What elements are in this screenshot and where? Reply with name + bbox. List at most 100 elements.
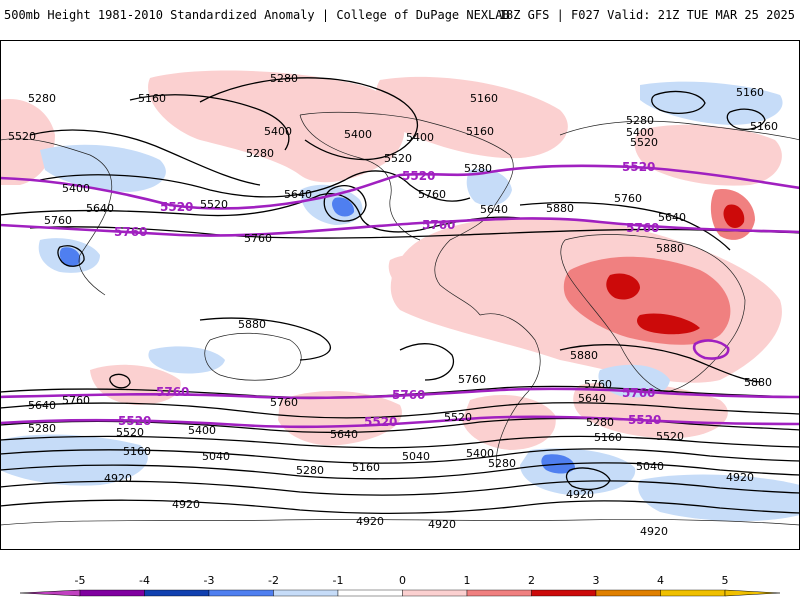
label-5760-highlight: 5760 [422, 218, 455, 232]
label-5280: 5280 [586, 416, 614, 429]
contour-5040-s [0, 480, 800, 496]
colorbar-ticks: -5 -4 -3 -2 -1 0 1 2 3 4 5 [75, 574, 729, 587]
colorbar-tick-label: 1 [464, 574, 471, 587]
label-5640: 5640 [658, 211, 686, 224]
contour-5880-s [199, 317, 332, 361]
colorbar-tick-label: 2 [528, 574, 535, 587]
label-5280: 5280 [488, 457, 516, 470]
label-5640: 5640 [28, 399, 56, 412]
anomaly-peak-africa [606, 273, 640, 300]
model-run-info: 18Z GFS | F027 Valid: 21Z TUE MAR 25 202… [498, 8, 795, 22]
label-4920: 4920 [104, 472, 132, 485]
contour-closed-low-asia [57, 245, 85, 267]
contour-5520-highlight-north [0, 164, 800, 210]
contour-5400-nw [29, 129, 261, 186]
label-5760: 5760 [270, 396, 298, 409]
colorbar-segment [466, 589, 532, 597]
colorbar-segment [660, 589, 726, 597]
colorbar-canvas: -5 -4 -3 -2 -1 0 1 2 3 4 5 [19, 574, 781, 597]
label-5280: 5280 [270, 72, 298, 85]
label-5400: 5400 [188, 424, 216, 437]
contour-5400-s [0, 435, 800, 449]
contour-5760-highlight-north [0, 217, 800, 237]
label-5640: 5640 [330, 428, 358, 441]
label-5520: 5520 [630, 136, 658, 149]
label-5760-highlight: 5760 [622, 386, 655, 400]
coast-australia [204, 332, 302, 381]
coast-south-america [479, 313, 541, 469]
label-5040: 5040 [402, 450, 430, 463]
label-5760: 5760 [418, 188, 446, 201]
contour-closed-low-s-pacific [109, 373, 131, 389]
label-5280: 5280 [28, 422, 56, 435]
anomaly-negative-far-south [638, 474, 800, 522]
contour-5760-highlight-south [0, 387, 800, 400]
label-5520-highlight: 5520 [364, 415, 397, 429]
label-5160: 5160 [750, 120, 778, 133]
coast-antarctica [0, 519, 800, 526]
contour-5640-s [0, 402, 800, 419]
label-5640: 5640 [578, 392, 606, 405]
label-5520-highlight: 5520 [628, 413, 661, 427]
colorbar-segment [144, 589, 210, 597]
label-5760: 5760 [614, 192, 642, 205]
map-panel: 5280 5280 5520 5160 5400 5400 5280 5520 … [0, 40, 800, 550]
anomaly-positive-west-edge [0, 99, 55, 185]
anomaly-negative-s-pacific [0, 434, 148, 486]
label-5520: 5520 [656, 430, 684, 443]
label-5520: 5520 [384, 152, 412, 165]
label-5880: 5880 [744, 376, 772, 389]
label-5880: 5880 [570, 349, 598, 362]
anomaly-peak-africa-south [637, 313, 700, 335]
label-5880: 5880 [238, 318, 266, 331]
contour-5160-north [129, 94, 290, 151]
anomaly-negative-greenland [640, 81, 783, 125]
highlight-labels: 5520 5520 5520 5520 5520 5520 5760 5760 … [114, 160, 661, 429]
colorbar-tick-label: 4 [657, 574, 664, 587]
colorbar-tick-label: -4 [139, 574, 150, 587]
label-5760-highlight: 5760 [392, 388, 425, 402]
label-5520-highlight: 5520 [160, 200, 193, 214]
label-4920: 4920 [640, 525, 668, 538]
label-5760: 5760 [244, 232, 272, 245]
label-5760: 5760 [44, 214, 72, 227]
label-5520-highlight: 5520 [402, 169, 435, 183]
colorbar-tick-label: -2 [268, 574, 279, 587]
label-4920: 4920 [726, 471, 754, 484]
contour-5520-n [39, 170, 471, 202]
contour-5640-n [0, 193, 521, 233]
label-5520: 5520 [444, 411, 472, 424]
coast-eurasia [0, 120, 800, 296]
colorbar-segment [273, 589, 339, 597]
label-5520: 5520 [8, 130, 36, 143]
colorbar-tick-label: 5 [722, 574, 729, 587]
anomaly-positive-mexico [388, 254, 449, 293]
label-5160: 5160 [470, 92, 498, 105]
label-5040: 5040 [636, 460, 664, 473]
label-4920: 4920 [566, 488, 594, 501]
colorbar-segment [337, 589, 403, 597]
contour-closed-low-alaska [323, 185, 367, 222]
colorbar-tick-label: -5 [75, 574, 86, 587]
label-5400: 5400 [62, 182, 90, 195]
label-5400: 5400 [406, 131, 434, 144]
label-5280: 5280 [28, 92, 56, 105]
anomaly-positive-n-atlantic [376, 76, 568, 159]
colorbar-segment [531, 589, 597, 597]
coast-africa [560, 234, 746, 393]
label-5280: 5280 [464, 162, 492, 175]
colorbar-segment [79, 589, 145, 597]
label-5520-highlight: 5520 [118, 414, 151, 428]
contour-5760-s [0, 385, 800, 398]
colorbar-segment [208, 589, 274, 597]
label-5760-highlight: 5760 [114, 225, 147, 239]
contour-closed-low-greenland [651, 90, 706, 114]
label-5520: 5520 [116, 426, 144, 439]
label-5160: 5160 [352, 461, 380, 474]
colorbar-tick-label: 3 [593, 574, 600, 587]
anomaly-strong-alaska [332, 197, 355, 217]
colorbar: -5 -4 -3 -2 -1 0 1 2 3 4 5 [0, 568, 800, 600]
map-title: 500mb Height 1981-2010 Standardized Anom… [4, 8, 510, 22]
label-5160: 5160 [138, 92, 166, 105]
anomaly-negative-n-pacific [40, 144, 166, 192]
